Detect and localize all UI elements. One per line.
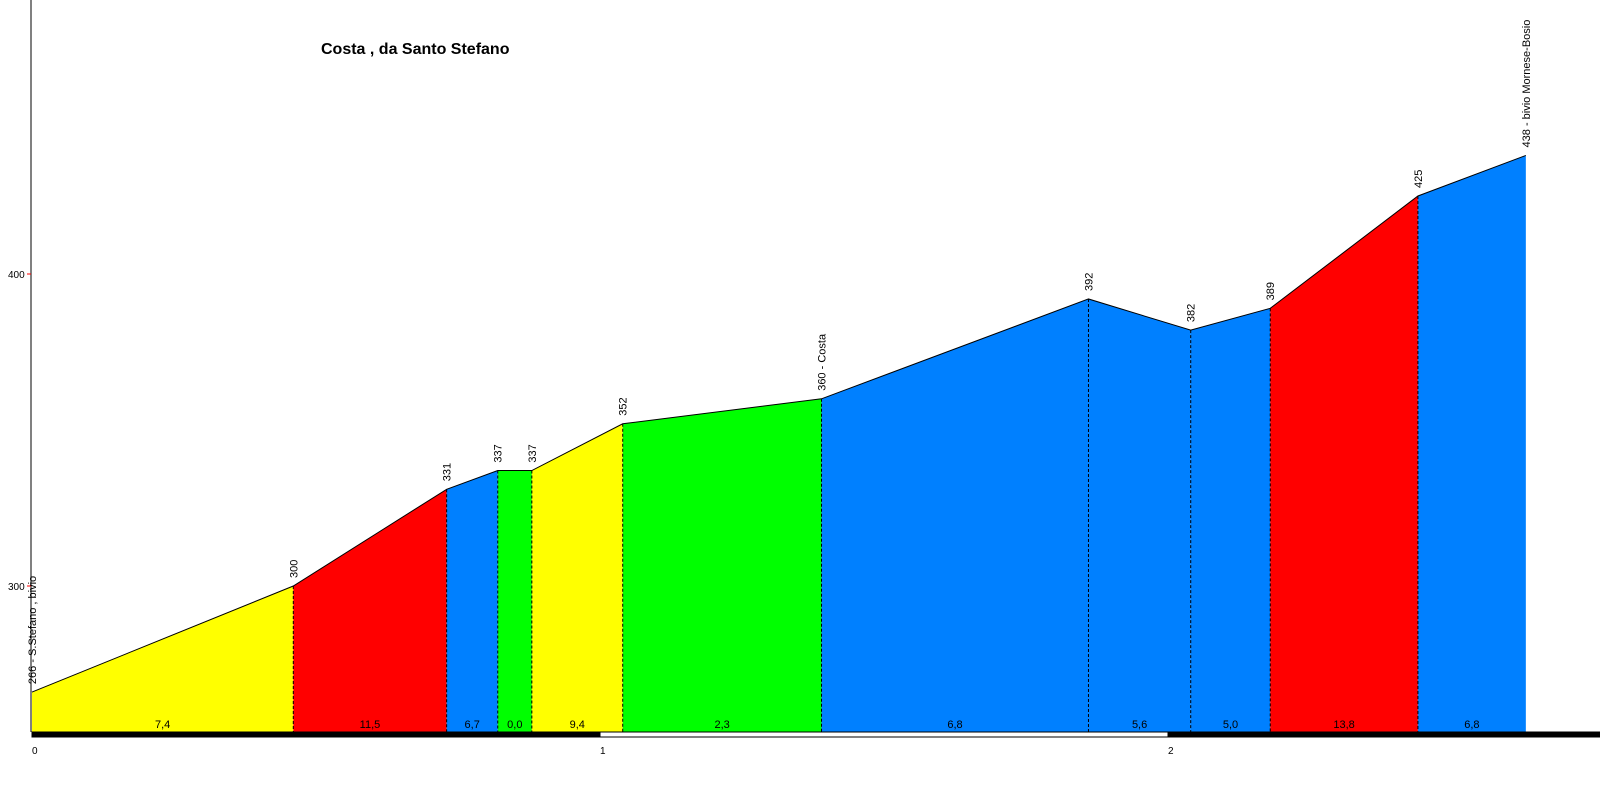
segment-area [32,586,294,732]
elevation-label: 337 [493,444,505,462]
y-tick-label: 300 [8,582,25,593]
profile-line [31,154,1527,693]
elevation-label: 389 [1265,282,1277,300]
segment-area [1270,196,1418,732]
km-scale-bar [1167,731,1600,738]
elevation-label: 392 [1083,273,1095,291]
gradient-label: 6,8 [947,719,962,731]
axes: 0 1 2 300 400 [8,0,1600,757]
gradient-label: 6,7 [465,719,480,731]
profile-outline [31,154,1527,693]
segment-area [1417,155,1526,732]
gradient-label: 6,8 [1464,719,1479,731]
km-scale-bar [599,731,1169,738]
elevation-label: 300 [288,560,300,578]
segment-area [1190,308,1271,732]
gradient-label: 9,4 [570,719,585,731]
segment-area [622,398,822,732]
elevation-label: 425 [1413,170,1425,188]
segment-dividers [292,196,1419,732]
gradient-label: 7,4 [155,719,170,731]
elevation-label: 360 - Costa [817,333,829,391]
elevation-label: 266 - S.Stefano , bivio [27,576,39,684]
gradient-label: 5,6 [1132,719,1147,731]
x-tick-label: 2 [1168,746,1174,757]
chart-title: Costa , da Santo Stefano [321,41,510,58]
gradient-label: 5,0 [1223,719,1238,731]
x-tick-label: 0 [32,746,38,757]
elevation-label: 382 [1186,304,1198,322]
y-tick-label: 400 [8,270,25,281]
point-labels: 266 - S.Stefano , bivio 300 331 337 337 352 36… [27,20,1533,684]
segment-area [446,470,498,732]
gradient-labels: 7,4 11,5 6,7 0,0 9,4 2,3 6,8 5,6 5,0 13,8 6,8 [155,719,1480,731]
segment-area [1088,298,1191,732]
elevation-label: 337 [527,444,539,462]
gradient-label: 11,5 [360,719,381,731]
gradient-label: 13,8 [1333,719,1354,731]
elevation-label: 438 - bivio Mornese-Bosio [1521,20,1533,148]
segment-area [293,489,447,732]
elevation-label: 352 [618,397,630,415]
segment-area [821,298,1089,732]
segment-area [531,423,623,732]
x-tick-label: 1 [600,746,606,757]
segment-areas [32,155,1526,732]
elevation-label: 331 [442,463,454,481]
gradient-label: 2,3 [714,719,729,731]
km-scale-bar [31,731,601,738]
segment-area [497,470,532,732]
gradient-label: 0,0 [507,719,522,731]
